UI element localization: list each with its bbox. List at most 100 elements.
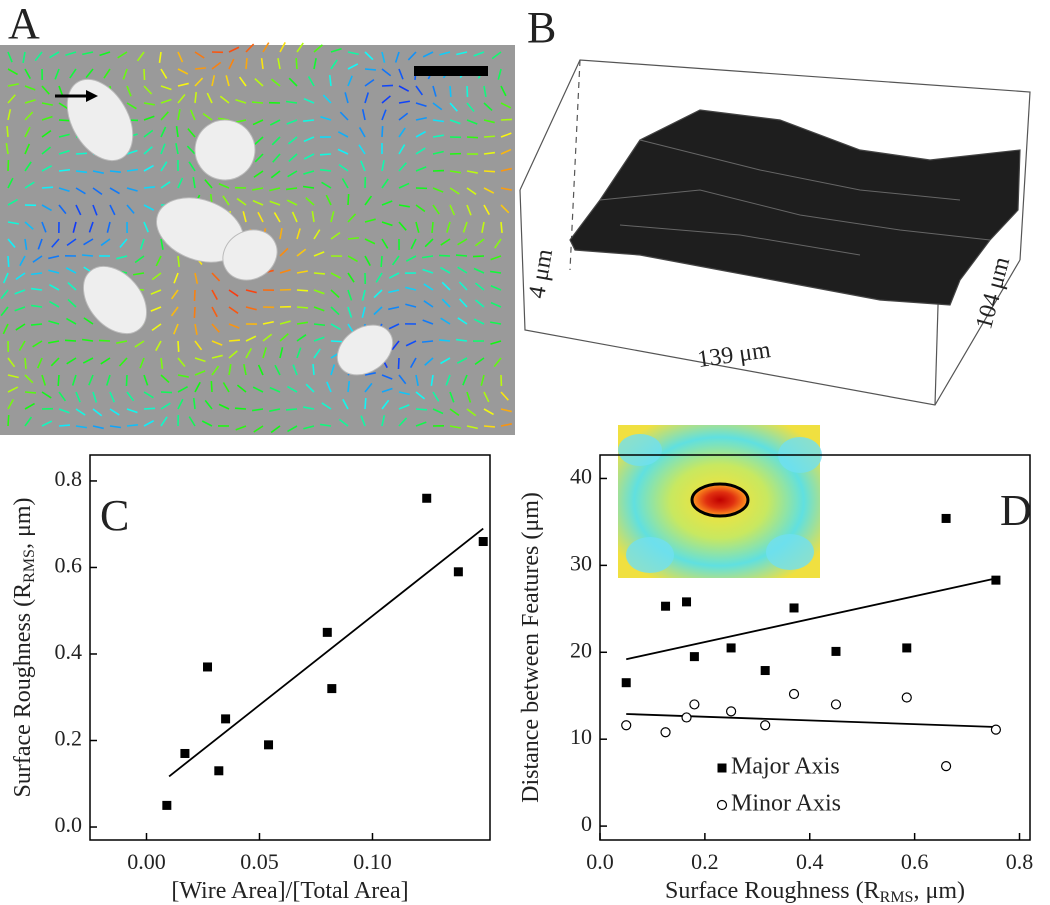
flow-arrow	[126, 204, 135, 214]
flow-arrow	[296, 306, 309, 309]
flow-arrow	[66, 357, 77, 365]
flow-arrow	[326, 381, 332, 393]
flow-arrow	[24, 402, 35, 410]
fit-line	[168, 527, 484, 778]
box-edge	[519, 189, 1021, 406]
flow-arrow	[319, 168, 332, 172]
flow-arrow	[194, 67, 207, 70]
flow-arrow	[41, 165, 53, 172]
flow-arrow	[14, 306, 26, 312]
flow-arrow	[381, 51, 386, 63]
flow-arrow	[65, 267, 77, 274]
flow-arrow	[303, 97, 315, 104]
label-part: RMS	[880, 889, 914, 905]
flow-arrow	[37, 238, 43, 250]
flow-arrow	[422, 268, 434, 274]
flow-arrow	[449, 425, 461, 429]
y-tick-label: 20	[570, 637, 592, 662]
flow-arrow	[81, 254, 94, 257]
flow-arrow	[75, 408, 86, 416]
flow-arrow	[347, 75, 353, 87]
flow-arrow	[143, 129, 154, 138]
flow-arrow	[211, 340, 223, 346]
flow-arrow	[432, 134, 444, 138]
flow-arrow	[415, 221, 420, 233]
flow-arrow	[430, 374, 434, 386]
legend-marker	[716, 799, 728, 811]
flow-arrow	[58, 424, 71, 427]
flow-arrow	[211, 354, 223, 359]
flow-arrow	[64, 339, 77, 342]
flow-arrow	[160, 181, 171, 189]
flow-arrow	[405, 286, 417, 291]
flow-arrow	[122, 68, 128, 80]
flow-arrow	[423, 300, 434, 308]
flow-arrow	[75, 425, 87, 429]
point	[902, 643, 912, 653]
point	[901, 692, 912, 703]
flow-arrow	[257, 211, 264, 223]
flow-arrow	[279, 247, 289, 257]
point	[322, 627, 332, 637]
flow-arrow	[254, 78, 264, 87]
flow-arrow	[483, 425, 496, 428]
flow-arrow	[204, 399, 213, 410]
flow-arrow	[441, 281, 451, 291]
flow-arrow	[193, 306, 196, 319]
flow-arrow	[277, 58, 281, 70]
wire	[336, 324, 394, 376]
flow-arrow	[381, 200, 393, 206]
flow-arrow	[41, 85, 50, 95]
y-tick-label: 10	[570, 724, 592, 749]
flow-arrow	[54, 68, 60, 80]
flow-arrow	[48, 283, 60, 291]
flow-arrow	[188, 416, 196, 427]
flow-arrow	[305, 197, 315, 206]
flow-arrow	[364, 382, 373, 393]
flow-arrow	[361, 109, 366, 121]
point	[180, 748, 190, 758]
flow-arrow	[313, 336, 325, 342]
flow-arrow	[260, 57, 264, 70]
flow-arrow	[245, 289, 257, 294]
flow-arrow	[160, 143, 166, 155]
point	[214, 766, 224, 776]
inset-blob	[626, 537, 674, 573]
flow-arrow	[58, 119, 71, 122]
flow-arrow	[170, 289, 179, 300]
flow-arrow	[222, 195, 230, 206]
flow-arrow	[228, 289, 239, 297]
flow-arrow	[83, 238, 94, 246]
flow-arrow	[330, 211, 335, 223]
flow-arrow	[285, 408, 298, 411]
flow-arrow	[143, 164, 154, 172]
flow-arrow	[177, 357, 186, 368]
length-label: 139 μm	[696, 337, 773, 373]
flow-arrow	[254, 153, 264, 163]
flow-arrow	[480, 374, 485, 386]
flow-arrow	[474, 282, 485, 291]
flow-arrow	[313, 251, 325, 257]
flow-arrow	[194, 323, 198, 335]
flow-arrow	[7, 386, 19, 393]
point	[940, 761, 952, 772]
flow-arrow	[398, 100, 410, 104]
flow-arrow	[151, 323, 162, 332]
flow-arrow	[381, 238, 389, 249]
wire	[222, 229, 278, 281]
flow-arrow	[449, 187, 460, 195]
flow-arrow	[41, 115, 53, 121]
flow-arrow	[388, 272, 400, 279]
flow-arrow	[449, 102, 458, 112]
label-part: , μm)	[913, 878, 965, 904]
flow-arrow	[330, 59, 338, 70]
flow-arrow	[462, 221, 468, 233]
flow-arrow	[150, 306, 162, 312]
flow-arrow	[50, 357, 60, 367]
flow-arrow	[449, 391, 455, 403]
flow-arrow	[24, 85, 36, 91]
flow-arrow	[24, 143, 31, 155]
flow-arrow	[409, 357, 417, 369]
flow-arrow	[15, 272, 26, 280]
point	[689, 699, 700, 710]
